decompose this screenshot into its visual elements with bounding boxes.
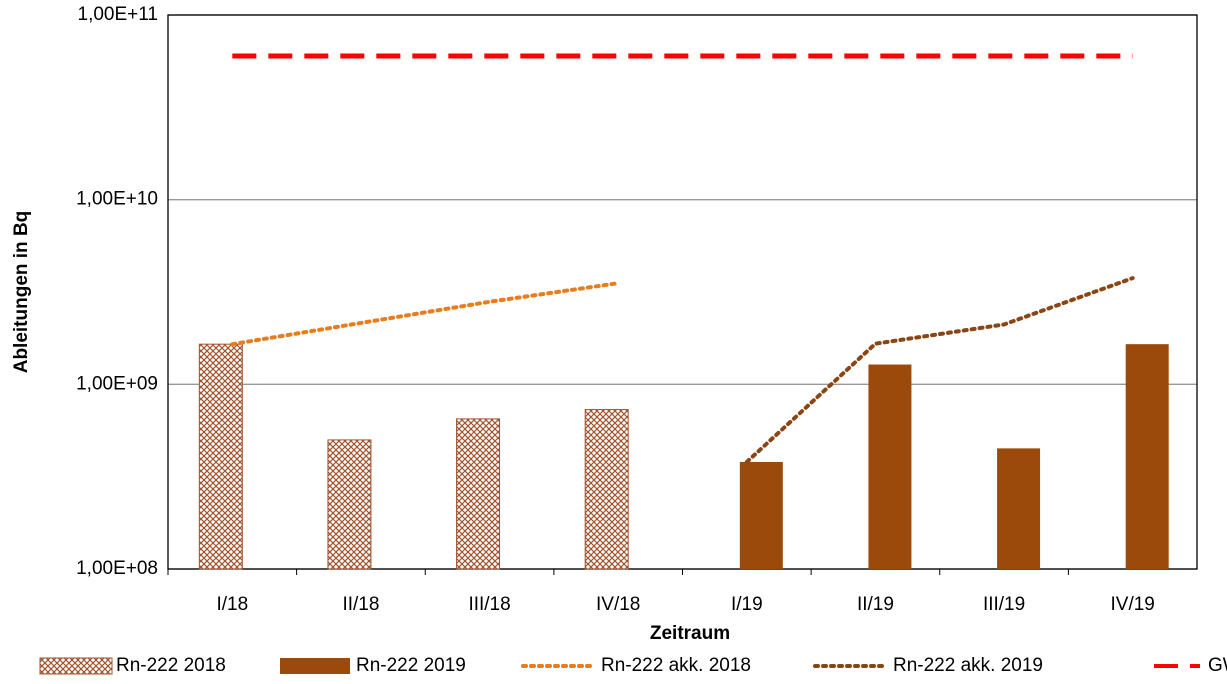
y-tick-label: 1,00E+08 <box>76 558 158 579</box>
bar <box>456 418 501 570</box>
legend-swatch <box>39 657 113 675</box>
bar <box>868 364 912 569</box>
x-tick-label: III/19 <box>983 594 1025 615</box>
bar <box>739 461 783 569</box>
legend-label: Rn-222 akk. 2018 <box>601 655 751 676</box>
x-axis-label: Zeitraum <box>650 623 730 644</box>
legend-label: GW <box>1208 655 1227 676</box>
y-axis-label: Ableitungen in Bq <box>11 211 32 374</box>
x-tick-label: III/18 <box>468 594 510 615</box>
x-tick-label: IV/19 <box>1111 594 1155 615</box>
line <box>230 281 621 347</box>
bar <box>584 409 629 570</box>
y-tick-label: 1,00E+11 <box>78 4 158 25</box>
legend-swatch <box>280 658 350 674</box>
legend-label: Rn-222 akk. 2019 <box>893 655 1043 676</box>
x-tick-label: IV/18 <box>596 594 640 615</box>
x-tick-label: I/19 <box>731 594 763 615</box>
x-tick-label: I/18 <box>216 594 248 615</box>
x-tick-label: II/18 <box>342 594 379 615</box>
legend-label: Rn-222 2019 <box>356 655 466 676</box>
bar <box>1125 344 1169 569</box>
legend-label: Rn-222 2018 <box>116 655 226 676</box>
plot-frame <box>167 14 1198 570</box>
bar <box>198 343 243 570</box>
bar <box>997 448 1041 569</box>
y-tick-label: 1,00E+10 <box>76 189 158 210</box>
x-tick-label: II/19 <box>857 594 894 615</box>
bar <box>327 439 372 570</box>
line <box>744 276 1135 464</box>
y-tick-label: 1,00E+09 <box>76 373 158 394</box>
